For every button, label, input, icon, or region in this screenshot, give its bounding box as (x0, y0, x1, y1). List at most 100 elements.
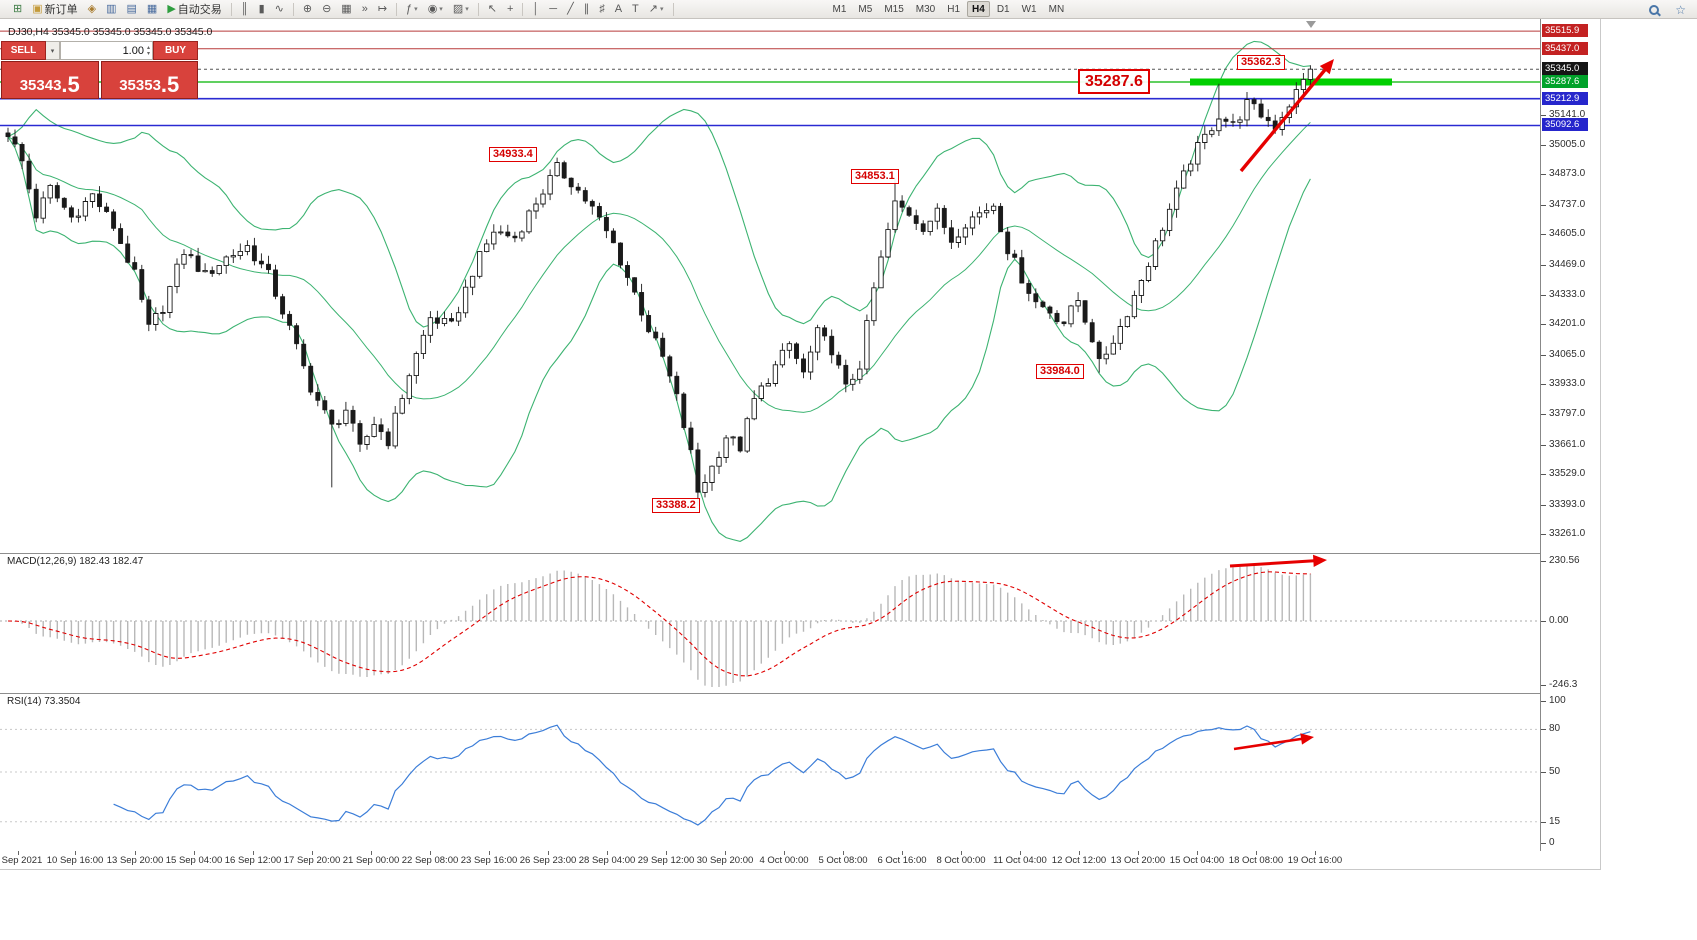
timeframe-w1[interactable]: W1 (1021, 3, 1037, 15)
timeframe-d1[interactable]: D1 (996, 3, 1010, 15)
time-axis-tick-mark (18, 851, 19, 855)
rsi-panel-separator[interactable] (0, 693, 1600, 694)
time-axis-label: 15 Oct 04:00 (1169, 855, 1225, 866)
zoom-in-icon[interactable]: ⊕ (302, 3, 313, 15)
price-axis-tick: 34873.0 (1540, 168, 1586, 179)
bollinger-upper-band (7, 40, 1311, 328)
time-axis-tick-mark (548, 851, 549, 855)
auto-scroll-icon[interactable]: » (361, 3, 368, 15)
candlestick-chart-icon[interactable]: ▮ (258, 3, 265, 15)
time-axis-label: 8 Sep 2021 (0, 855, 43, 866)
price-axis-tick: 34065.0 (1540, 349, 1586, 360)
toolbar-group-dropdown-tools: ƒ ▾ ◉ ▾ ▨ ▾ (397, 1, 478, 17)
sell-options-caret-icon[interactable]: ▾ (46, 41, 60, 60)
buy-price-box[interactable]: 35353.5 (100, 61, 198, 99)
time-axis-tick-mark (1020, 851, 1021, 855)
channel-icon[interactable]: ∥ (583, 3, 590, 15)
time-axis-tick-mark (75, 851, 76, 855)
text-icon[interactable]: A (614, 3, 623, 15)
time-axis-tick-mark (666, 851, 667, 855)
time-axis-label: 5 Oct 08:00 (818, 855, 868, 866)
label-icon[interactable]: T (632, 3, 639, 15)
new-order-button[interactable]: ▣ 新订单 (32, 3, 78, 16)
rsi-axis-tick: 15 (1540, 816, 1561, 827)
trend-arrow-shaft (1239, 66, 1329, 173)
navigator-icon[interactable]: ▦ (146, 3, 158, 15)
macd-signal-line (7, 571, 1311, 677)
periods-icon[interactable]: ◉ ▾ (427, 3, 443, 15)
sell-price-box[interactable]: 35343.5 (1, 61, 99, 99)
zoom-out-icon[interactable]: ⊖ (322, 3, 332, 15)
rsi-panel-canvas[interactable] (0, 693, 1540, 851)
buy-button[interactable]: BUY (153, 41, 198, 60)
dropdown-caret-icon: ▾ (439, 6, 443, 13)
macd-panel-separator[interactable] (0, 553, 1600, 554)
toolbar-group-system-tools: ⊞ ▣ 新订单 ◈ ▥ ▤ ▦ ▶ 自动交易 (4, 1, 231, 17)
price-axis-tick: 33393.0 (1540, 499, 1586, 510)
time-axis-tick-mark (784, 851, 785, 855)
timeframe-m1[interactable]: M1 (832, 3, 847, 15)
toolbar-separator (292, 2, 294, 16)
time-axis-label: 23 Sep 16:00 (460, 855, 518, 866)
price-axis-tag: 35092.6 (1542, 118, 1588, 131)
templates-icon[interactable]: ▨ ▾ (452, 3, 469, 15)
time-axis-tick-mark (1079, 851, 1080, 855)
cursor-icon[interactable]: ↖ (487, 3, 497, 15)
timeframe-m5[interactable]: M5 (858, 3, 873, 15)
macd-panel-canvas[interactable] (0, 553, 1540, 693)
line-chart-icon[interactable]: ∿ (274, 3, 284, 15)
time-axis-label: 16 Sep 12:00 (224, 855, 282, 866)
time-axis-tick-mark (135, 851, 136, 855)
price-axis[interactable]: 35141.0 35005.0 34873.0 34737.0 34605.0 34469… (1540, 19, 1600, 851)
data-window-icon[interactable]: ▤ (126, 3, 137, 15)
bullish-candles (40, 68, 1314, 493)
market-watch-icon[interactable]: ▥ (106, 3, 117, 15)
time-axis-tick-mark (489, 851, 490, 855)
time-axis-tick-mark (902, 851, 903, 855)
timeframe-h4[interactable]: H4 (967, 1, 990, 17)
price-axis-tick: 34333.0 (1540, 289, 1586, 300)
toolbar-group-chart-type: ║ ▮ ∿ (232, 1, 293, 17)
price-chart-canvas[interactable] (0, 19, 1540, 553)
favorites-icon[interactable]: ☆ (1675, 2, 1686, 17)
timeframe-h1[interactable]: H1 (947, 3, 961, 15)
trend-arrow-head (1319, 59, 1334, 75)
vertical-line-icon[interactable]: │ (532, 3, 540, 15)
time-axis-tick-mark (1197, 851, 1198, 855)
rsi-axis-tick: 50 (1540, 766, 1561, 777)
price-axis-tag: 35345.0 (1542, 62, 1588, 75)
new-chart-icon[interactable]: ⊞ (13, 3, 23, 15)
search-icon[interactable] (1646, 2, 1662, 18)
spinner-up-icon[interactable]: ▴ (146, 44, 150, 51)
volume-spinner[interactable]: ▴ ▾ (147, 45, 150, 57)
buy-price-main: 35353 (119, 77, 161, 94)
sell-price-frac: .5 (61, 72, 80, 97)
time-axis-tick-mark (312, 851, 313, 855)
bar-chart-icon[interactable]: ║ (240, 3, 249, 15)
spinner-down-icon[interactable]: ▾ (146, 50, 150, 57)
indicators-icon[interactable]: ƒ ▾ (406, 3, 418, 15)
time-axis-label: 28 Sep 04:00 (578, 855, 636, 866)
trendline-icon[interactable]: ╱ (567, 3, 574, 15)
timeframe-m15[interactable]: M15 (884, 3, 904, 15)
auto-trading-button[interactable]: ▶ 自动交易 (167, 3, 222, 16)
sell-button[interactable]: SELL (1, 41, 46, 60)
crosshair-icon[interactable]: + (506, 3, 514, 15)
bollinger-middle-band (7, 121, 1311, 413)
timeframe-mn[interactable]: MN (1048, 3, 1065, 15)
horizontal-line-icon[interactable]: ─ (549, 3, 558, 15)
price-axis-tick: 33661.0 (1540, 439, 1586, 450)
chart-shift-icon[interactable]: ↦ (377, 3, 388, 15)
volume-input[interactable]: 1.00 ▴ ▾ (60, 41, 153, 60)
fibonacci-icon[interactable]: ♯ (599, 3, 605, 15)
profiles-icon[interactable]: ◈ (87, 3, 97, 15)
timeframe-m30[interactable]: M30 (915, 3, 936, 15)
arrows-tool-icon[interactable]: ↗ ▾ (648, 3, 664, 15)
tile-windows-icon[interactable]: ▦ (341, 3, 352, 15)
main-toolbar: ⊞ ▣ 新订单 ◈ ▥ ▤ ▦ ▶ 自动交易 ║ ▮ ∿ ⊕ ⊖ ▦ » ↦ ƒ ▾ ◉ ▾ ▨ ▾ ↖ + │ ─ ╱ ∥ ♯ A T ↗ ▾ M… (0, 0, 1697, 19)
price-axis-tick: 33933.0 (1540, 378, 1586, 389)
bollinger-lower-band (7, 136, 1311, 542)
price-axis-tick: 34469.0 (1540, 259, 1586, 270)
macd-axis-tick: 230.56 (1541, 555, 1580, 566)
